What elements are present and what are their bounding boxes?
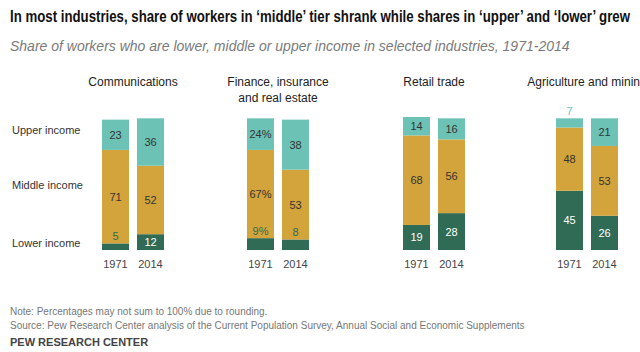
plot-area xyxy=(556,118,618,250)
bar-segment xyxy=(556,191,583,250)
panel-title: Agriculture and mining xyxy=(527,74,640,90)
x-tick-label: 2014 xyxy=(592,258,616,270)
data-label: 8 xyxy=(292,226,298,238)
data-label: 56 xyxy=(445,170,457,182)
plot-area xyxy=(403,117,465,250)
data-label: 53 xyxy=(289,199,301,211)
data-label: 45 xyxy=(563,214,575,226)
bar-segment xyxy=(403,225,430,250)
plot-area xyxy=(102,118,164,250)
x-tick-label: 1971 xyxy=(103,258,127,270)
data-label: 52 xyxy=(144,194,156,206)
bar-segment xyxy=(282,120,309,170)
x-tick-label: 2014 xyxy=(138,258,162,270)
data-label: 5 xyxy=(112,230,118,242)
data-label: 16 xyxy=(445,123,457,135)
bar-segment xyxy=(591,146,618,216)
data-label: 23 xyxy=(109,129,121,141)
note: Note: Percentages may not sum to 100% du… xyxy=(10,306,267,317)
chart-svg: In most industries, share of workers in … xyxy=(0,0,640,352)
data-label: 14 xyxy=(410,120,422,132)
data-label: 7 xyxy=(566,105,572,117)
data-label: 36 xyxy=(144,136,156,148)
bar-segment xyxy=(247,150,274,238)
data-label: 9% xyxy=(253,225,269,237)
bar-segment xyxy=(591,216,618,250)
data-label: 71 xyxy=(109,191,121,203)
data-label: 38 xyxy=(289,139,301,151)
bar-segment xyxy=(102,243,129,250)
bar-segment xyxy=(102,150,129,243)
data-label: 19 xyxy=(410,231,422,243)
bar-segment xyxy=(282,170,309,240)
x-tick-label: 1971 xyxy=(557,258,581,270)
bar-segment xyxy=(137,166,164,234)
chart-container: In most industries, share of workers in … xyxy=(0,0,640,352)
bar-segment xyxy=(137,118,164,165)
credit: PEW RESEARCH CENTER xyxy=(10,336,148,348)
page: {"header": {"title": "In most industries… xyxy=(0,0,640,352)
legend-label: Upper income xyxy=(12,124,80,136)
data-label: 53 xyxy=(598,175,610,187)
data-label: 68 xyxy=(410,174,422,186)
bar-segment xyxy=(403,135,430,225)
subtitle: Share of workers who are lower, middle o… xyxy=(10,38,570,54)
labels: 1971 5 71 23 2014 12 52 36 xyxy=(103,129,162,270)
panel-title: Finance, insurance and real estate xyxy=(218,74,338,106)
data-label: 21 xyxy=(598,126,610,138)
legend-label: Lower income xyxy=(12,237,80,249)
x-tick-label: 2014 xyxy=(283,258,307,270)
labels: 1971 19 68 14 2014 28 56 16 xyxy=(404,120,463,270)
panel-title: Retail trade xyxy=(374,74,494,90)
bar-segment xyxy=(247,238,274,250)
bar-segment xyxy=(438,118,465,139)
title: In most industries, share of workers in … xyxy=(10,8,630,25)
data-label: 48 xyxy=(563,153,575,165)
x-tick-label: 1971 xyxy=(248,258,272,270)
labels: 1971 9% 67% 24% 2014 8 53 38 xyxy=(248,128,307,270)
source: Source: Pew Research Center analysis of … xyxy=(10,320,525,331)
x-tick-label: 2014 xyxy=(439,258,463,270)
bar-segment xyxy=(137,234,164,250)
bar-segment xyxy=(556,128,583,191)
data-label: 24% xyxy=(249,128,271,140)
bar-segment xyxy=(591,118,618,146)
bar-segment xyxy=(102,120,129,150)
bar-segment xyxy=(438,139,465,213)
panel-title: Communications xyxy=(73,74,193,90)
data-label: 67% xyxy=(249,188,271,200)
data-label: 28 xyxy=(445,226,457,238)
data-label: 12 xyxy=(144,236,156,248)
plot-area xyxy=(247,118,309,250)
bar-segment xyxy=(282,239,309,250)
data-label: 26 xyxy=(598,227,610,239)
bar-segment xyxy=(438,213,465,250)
bar-segment xyxy=(403,117,430,135)
x-tick-label: 1971 xyxy=(404,258,428,270)
legend-label: Middle income xyxy=(12,179,83,191)
bar-segment xyxy=(247,118,274,150)
labels: 1971 45 48 7 2014 26 53 21 xyxy=(557,105,616,270)
bar-segment xyxy=(556,118,583,127)
